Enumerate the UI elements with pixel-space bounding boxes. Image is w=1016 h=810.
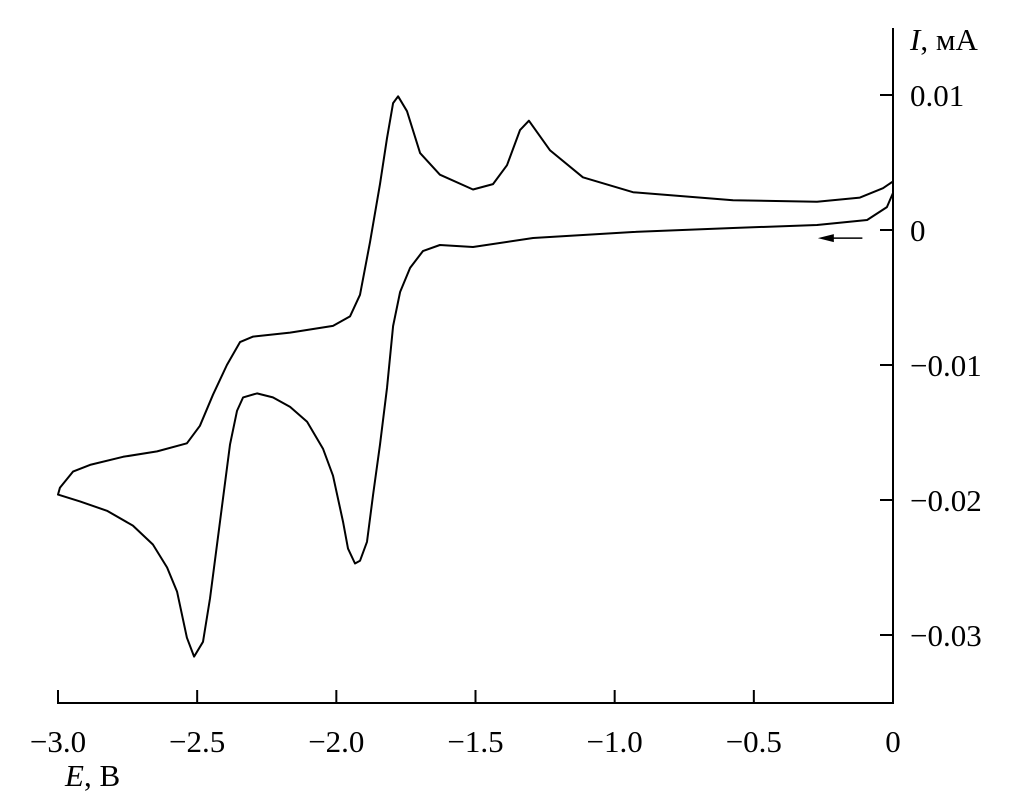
x-axis-unit: , В [84, 758, 120, 793]
x-tick-label: −2.0 [308, 724, 364, 759]
y-axis-symbol: I [909, 22, 922, 57]
y-tick-label: 0.01 [910, 78, 964, 113]
x-tick-label: −0.5 [726, 724, 782, 759]
x-tick-label: 0 [885, 724, 901, 759]
x-tick-label: −2.5 [169, 724, 225, 759]
arrow-head-icon [817, 234, 834, 243]
x-axis-symbol: E [64, 758, 84, 793]
y-axis-unit: , мА [920, 22, 978, 57]
y-axis-label: I, мА [909, 22, 978, 57]
x-tick-label: −1.5 [447, 724, 503, 759]
y-tick-label: −0.03 [910, 618, 982, 653]
y-tick-label: −0.01 [910, 348, 982, 383]
x-tick-label: −3.0 [30, 724, 86, 759]
y-tick-label: 0 [910, 213, 926, 248]
y-tick-label: −0.02 [910, 483, 982, 518]
voltammogram-curve [57, 95, 894, 658]
x-tick-label: −1.0 [587, 724, 643, 759]
x-axis-label: E, В [64, 758, 120, 793]
